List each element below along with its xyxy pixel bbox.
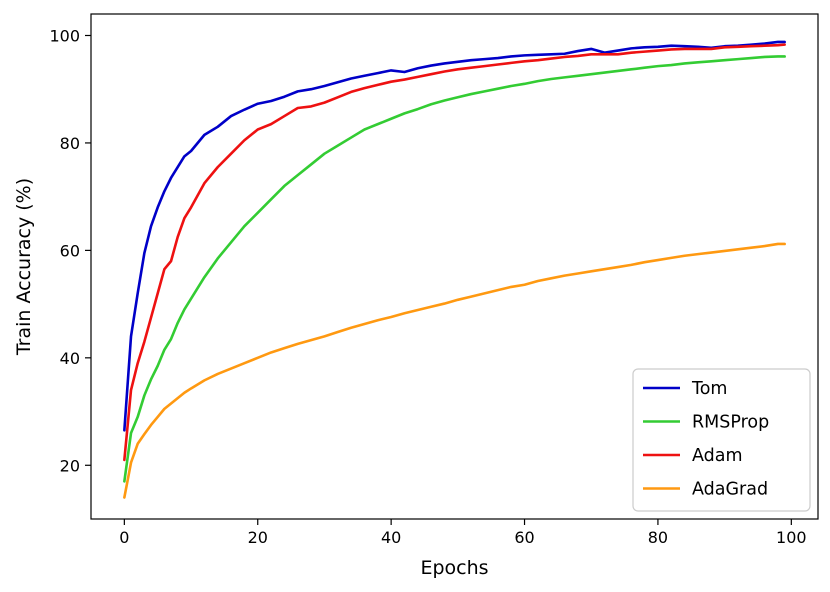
y-tick-label: 40 — [60, 349, 80, 368]
x-tick-label: 100 — [776, 528, 807, 547]
legend-label-tom: Tom — [691, 379, 727, 399]
legend-label-rmsprop: RMSProp — [692, 413, 769, 433]
series-line-tom — [123, 40, 786, 432]
y-tick-label: 100 — [49, 26, 80, 45]
series-line-rmsprop — [123, 55, 786, 483]
x-axis-label: Epochs — [420, 557, 488, 579]
plot-frame — [90, 13, 819, 520]
legend: Tom RMSProp Adam AdaGrad — [632, 368, 811, 512]
y-tick-label: 80 — [60, 134, 80, 153]
legend-label-adam: Adam — [692, 446, 743, 466]
x-tick-label: 20 — [248, 528, 268, 547]
series-line-adam — [123, 43, 786, 462]
y-tick-label: 60 — [60, 241, 80, 260]
x-tick-label: 0 — [119, 528, 129, 547]
series-layer — [123, 40, 786, 499]
series-line-adagrad — [123, 242, 786, 499]
y-axis: 20 40 60 80 100 — [49, 26, 91, 475]
x-tick-label: 80 — [648, 528, 668, 547]
y-axis-label: Train Accuracy (%) — [13, 178, 35, 356]
legend-label-adagrad: AdaGrad — [692, 480, 768, 500]
x-tick-label: 40 — [381, 528, 401, 547]
x-axis: 0 20 40 60 80 100 — [119, 519, 807, 547]
x-tick-label: 60 — [514, 528, 534, 547]
y-tick-label: 20 — [60, 456, 80, 475]
legend-box — [632, 368, 811, 512]
